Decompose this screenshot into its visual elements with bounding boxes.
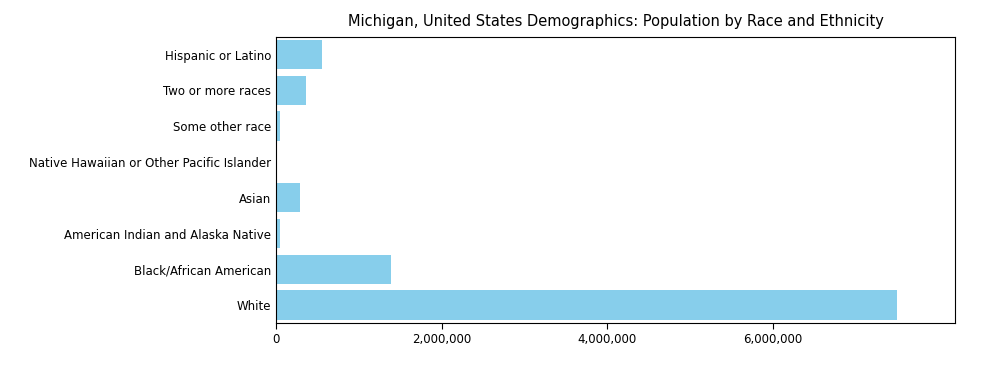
Bar xyxy=(276,112,280,141)
Bar xyxy=(276,76,306,105)
Title: Michigan, United States Demographics: Population by Race and Ethnicity: Michigan, United States Demographics: Po… xyxy=(348,14,884,29)
Bar xyxy=(276,255,391,284)
Bar xyxy=(276,219,280,248)
Bar xyxy=(276,183,300,212)
Bar xyxy=(276,290,897,320)
Bar xyxy=(276,40,322,69)
